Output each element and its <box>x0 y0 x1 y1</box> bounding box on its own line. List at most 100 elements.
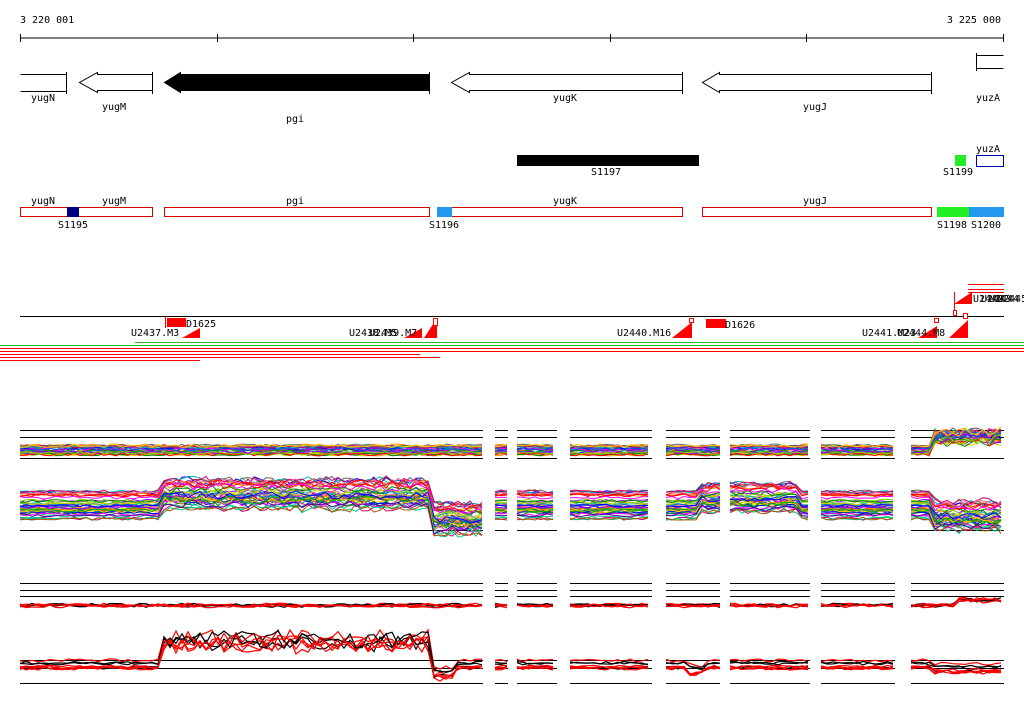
gene-yugJ[interactable]: yugJ <box>701 71 932 113</box>
profile-line <box>516 444 554 449</box>
profile-line <box>19 490 483 524</box>
marker-s1200[interactable] <box>969 207 1004 217</box>
profile-line <box>729 604 809 609</box>
profile-line <box>494 603 508 607</box>
profile-line <box>516 602 554 607</box>
profile-line <box>19 495 483 529</box>
gene-row-box[interactable] <box>437 207 683 217</box>
profile-line <box>19 487 483 524</box>
probe-label: U2443 <box>981 294 1011 305</box>
probe-label: U2437.M3 <box>131 328 179 339</box>
profile-line <box>666 494 721 508</box>
segment-bar[interactable]: S1197 <box>517 155 699 178</box>
expression-panels <box>19 426 1004 684</box>
segment-label: yuzA <box>976 144 1000 155</box>
profile-line <box>820 444 894 448</box>
end-coordinate: 3 225 000 <box>947 15 1001 26</box>
profile-line <box>729 491 809 503</box>
coordinate-ruler: 3 220 001 3 225 000 <box>20 15 1004 42</box>
profile-line <box>495 517 508 520</box>
profile-line <box>569 661 649 666</box>
gene-yuzA[interactable]: yuzA <box>976 53 1004 104</box>
gene-row: yugN yugM pgi yugK yugJ <box>20 196 932 217</box>
profile-line <box>20 499 483 535</box>
profile-line <box>820 513 894 517</box>
profile-line <box>516 493 554 497</box>
profile-line <box>665 451 721 455</box>
profile-line <box>665 603 721 607</box>
gene-yugN[interactable]: yugN <box>20 72 67 104</box>
profile-panel-4 <box>19 628 1002 682</box>
profile-line <box>820 658 894 663</box>
profile-line <box>820 665 894 670</box>
profile-line <box>820 447 894 452</box>
panel-guides <box>20 430 1004 684</box>
segment-label: S1199 <box>943 167 973 178</box>
profile-line <box>19 450 483 455</box>
gene-row-box[interactable] <box>20 207 153 217</box>
probe-label: D1626 <box>725 320 755 331</box>
gene-row-box[interactable] <box>164 207 430 217</box>
probe-label: D1625 <box>186 319 216 330</box>
gene-label: yugN <box>31 93 55 104</box>
marker-s1198[interactable] <box>937 207 969 217</box>
marker-label: S1200 <box>971 220 1001 231</box>
profile-line <box>569 447 649 451</box>
profile-line <box>569 447 649 451</box>
profile-line <box>910 502 1002 519</box>
profile-line <box>494 492 508 494</box>
probe-label: U2441.M23 <box>862 328 916 339</box>
profile-line <box>569 513 649 517</box>
marker-s1196[interactable] <box>437 207 452 217</box>
profile-line <box>910 666 1002 675</box>
profile-line <box>19 604 483 609</box>
profile-line <box>569 443 649 448</box>
profile-line <box>494 504 508 507</box>
profile-panel-3 <box>19 596 1002 609</box>
gene-pgi[interactable]: pgi <box>163 71 430 125</box>
profile-line <box>729 443 809 447</box>
gene-row-label: yugN <box>31 196 55 207</box>
profile-line <box>910 500 1002 517</box>
segment-yuzA[interactable]: yuzA <box>976 144 1004 167</box>
profile-line <box>820 661 894 666</box>
profile-line <box>569 499 649 503</box>
profile-line <box>910 496 1002 512</box>
gene-label: pgi <box>286 114 304 125</box>
profile-line <box>820 603 894 608</box>
profile-line <box>820 660 894 665</box>
profile-line <box>910 661 1002 670</box>
gene-yugK[interactable]: yugK <box>450 71 683 104</box>
gene-row-label: yugK <box>553 196 577 207</box>
profile-line <box>19 479 483 512</box>
marker-label: S1195 <box>58 220 88 231</box>
profile-line <box>820 516 894 521</box>
segment-s1199[interactable]: S1199 <box>943 155 973 178</box>
profile-line <box>729 447 809 452</box>
profile-line <box>19 475 483 506</box>
profile-line <box>516 452 554 455</box>
gene-row-box[interactable] <box>702 207 932 217</box>
profile-line <box>19 631 483 673</box>
profile-line <box>910 426 1002 448</box>
profile-line <box>569 451 649 455</box>
profile-line <box>665 482 721 494</box>
gene-row-label: yugM <box>102 196 126 207</box>
profile-line <box>19 487 483 522</box>
profile-line <box>19 483 483 514</box>
profile-panel-2 <box>19 475 1002 538</box>
profile-line <box>494 489 508 493</box>
profile-line <box>516 664 554 669</box>
profile-line <box>516 447 554 451</box>
probe-label: U2445.M10 <box>997 294 1024 305</box>
profile-line <box>665 666 721 676</box>
profile-line <box>19 477 483 511</box>
profile-line <box>516 496 554 500</box>
profile-line <box>729 444 809 448</box>
profile-line <box>516 489 554 494</box>
profile-line <box>665 604 721 609</box>
gene-yugM[interactable]: yugM <box>78 71 153 113</box>
profile-line <box>910 494 1002 510</box>
profile-line <box>494 493 508 497</box>
marker-s1195[interactable] <box>67 207 79 217</box>
